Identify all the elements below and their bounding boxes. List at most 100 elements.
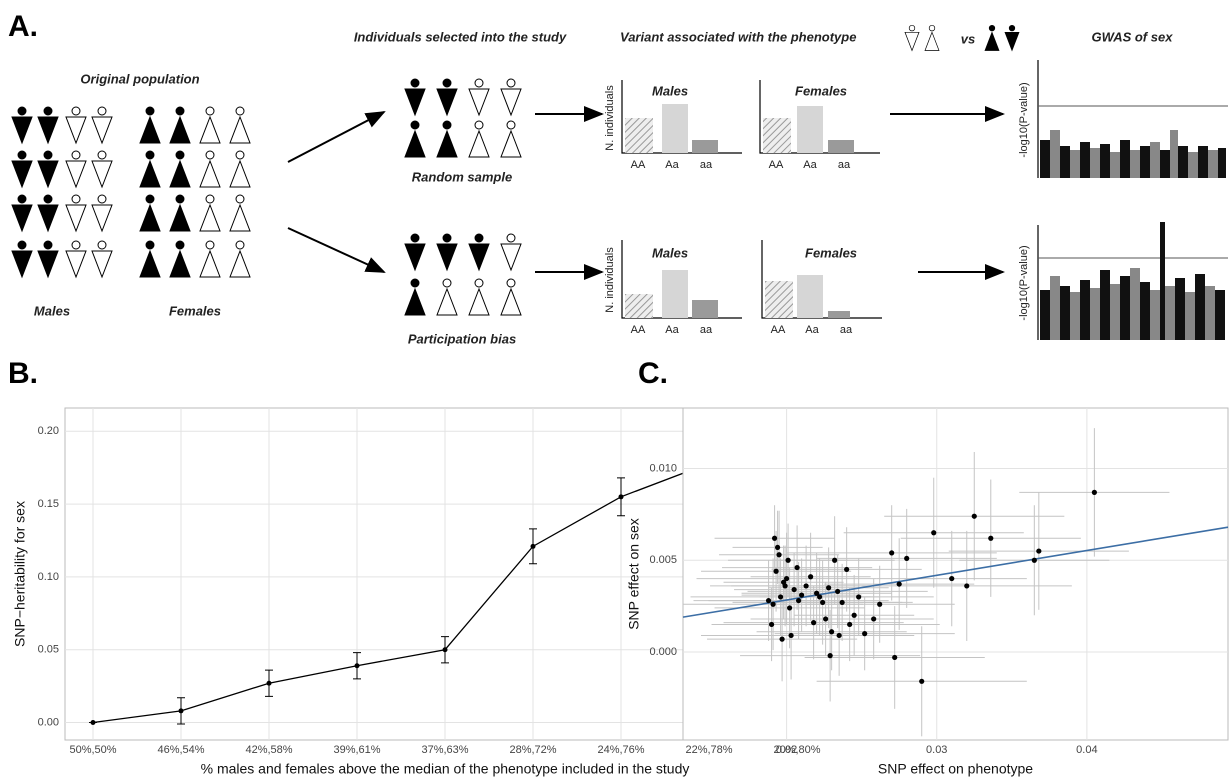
person-icons [11,24,1020,316]
person-icon [139,240,161,278]
person-icon [91,150,113,188]
person-icon [904,24,920,51]
point [823,616,829,622]
point [1031,557,1037,563]
person-icon [169,194,191,232]
person-icon [229,194,251,232]
person-icon [139,106,161,144]
point [832,557,838,563]
person-icon [229,240,251,278]
point [814,590,820,596]
person-icon [37,106,59,144]
person-icon [65,194,87,232]
x-tick-label: 0.02 [776,744,797,756]
person-icon [468,120,490,158]
point [783,575,790,582]
point [817,594,823,600]
heading: vs [961,31,975,46]
point [618,494,624,500]
person-icon [37,150,59,188]
point [796,597,802,604]
point [851,612,857,618]
point [782,583,788,589]
person-icon [169,106,191,144]
person-icon [91,106,113,144]
y-axis-label: SNP−heritability for sex [12,501,28,647]
person-icon [436,120,458,158]
point [889,550,895,556]
person-icon [65,106,87,144]
group-label: Participation bias [408,331,516,346]
genotype-label: Aa [805,324,819,336]
person-icon [404,78,426,116]
point [811,620,817,626]
panel-label: B. [8,357,38,390]
person-icon [436,233,458,271]
point [771,535,778,541]
point [773,568,779,574]
person-icon [500,78,522,116]
point [768,621,775,628]
x-tick-label: 50%,50% [69,744,116,756]
person-icon [436,278,458,316]
x-tick-label: 28%,72% [509,744,556,756]
x-tick-label: 22%,78% [685,744,732,756]
point [896,581,902,587]
genotype-label: aa [700,324,713,336]
genotype-label: AA [631,159,646,171]
plot-area [682,407,1229,741]
person-icon [169,240,191,278]
point [919,678,925,684]
genotype-label: AA [631,324,646,336]
genotype-label: aa [838,159,851,171]
point [1091,489,1097,495]
schematic-bars [621,80,882,319]
y-tick-label: 0.10 [38,571,59,583]
point [794,564,800,571]
bar-title: Females [805,245,857,260]
person-icon [11,194,33,232]
group-label: Males [34,303,70,318]
bar-title: Females [795,83,847,98]
person-icon [199,240,221,278]
point [178,708,184,714]
point [799,592,805,598]
x-tick-label: 42%,58% [245,744,292,756]
x-tick-label: 46%,54% [157,744,204,756]
genotype-label: Aa [665,324,679,336]
person-icon [436,78,458,116]
person-icon [1004,24,1020,51]
point [871,616,877,622]
point [949,575,955,582]
person-icon [199,106,221,144]
person-icon [468,233,490,271]
person-icon [404,233,426,271]
point [442,647,448,653]
person-icon [500,278,522,316]
point [892,654,898,661]
heading: Individuals selected into the study [354,29,567,44]
point [803,583,809,589]
point [776,552,782,558]
point [988,535,994,541]
point [835,588,841,595]
point [777,594,784,600]
x-tick-label: 0.03 [926,744,947,756]
point [836,632,842,639]
point [266,680,272,686]
person-icon [37,194,59,232]
point [791,586,797,593]
point [779,636,785,642]
person-icon [11,106,33,144]
point [904,555,910,562]
y-tick-label: 0.00 [38,716,59,728]
person-icon [404,278,426,316]
point [862,631,868,637]
person-icon [65,150,87,188]
point [788,632,794,639]
genotype-label: Aa [665,159,679,171]
genotype-label: Aa [803,159,817,171]
person-icon [468,278,490,316]
person-icon [468,78,490,116]
